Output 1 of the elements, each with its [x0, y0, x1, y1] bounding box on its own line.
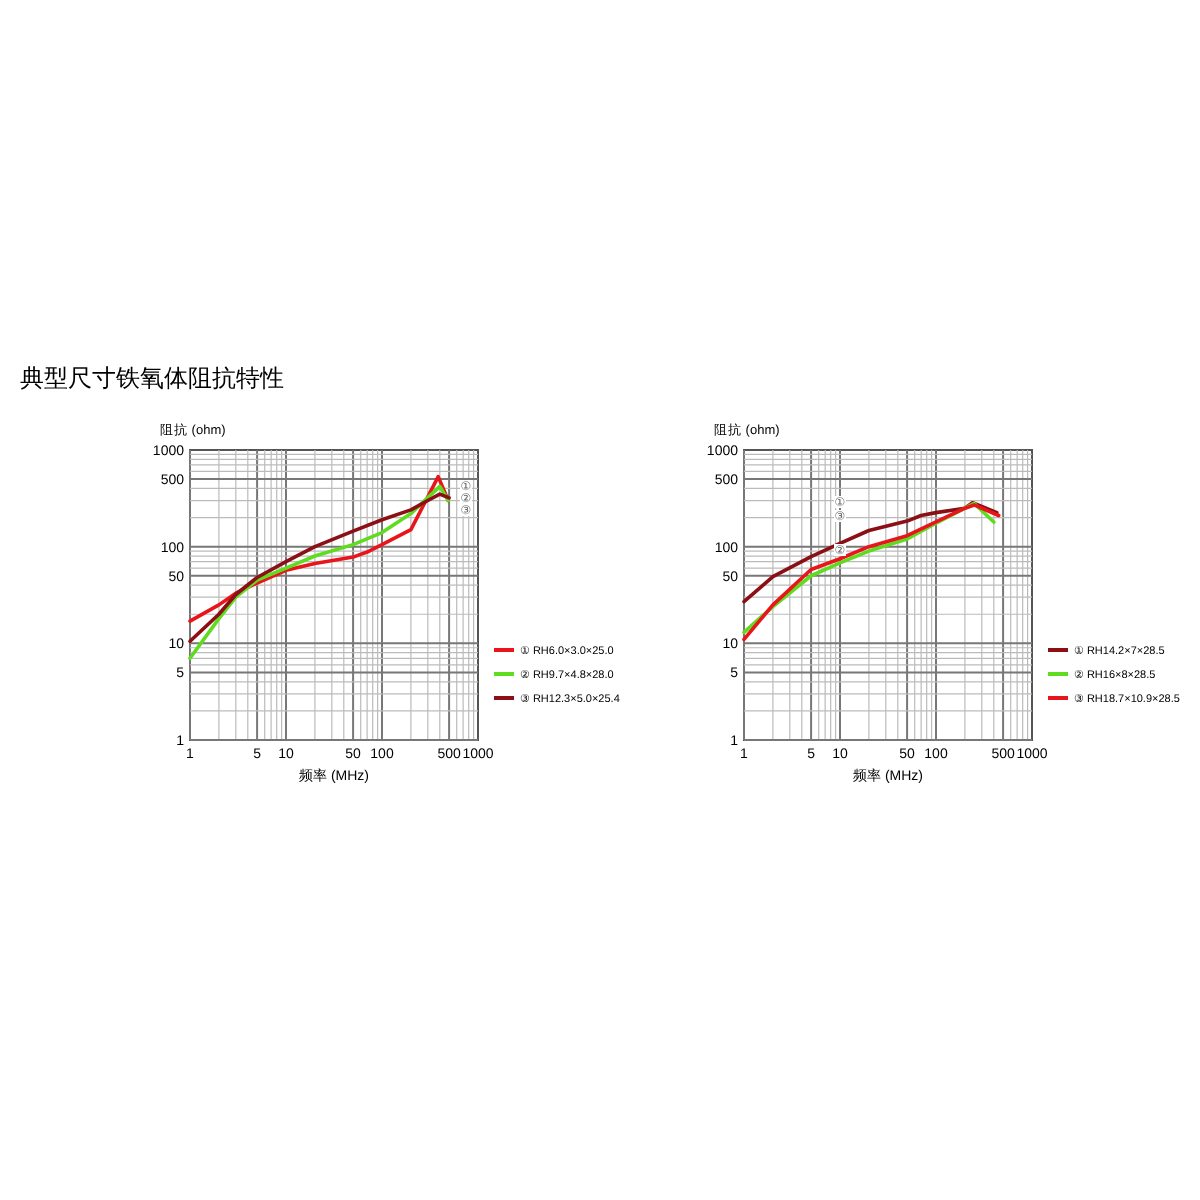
chart-title: 典型尺寸铁氧体阻抗特性: [20, 364, 284, 392]
